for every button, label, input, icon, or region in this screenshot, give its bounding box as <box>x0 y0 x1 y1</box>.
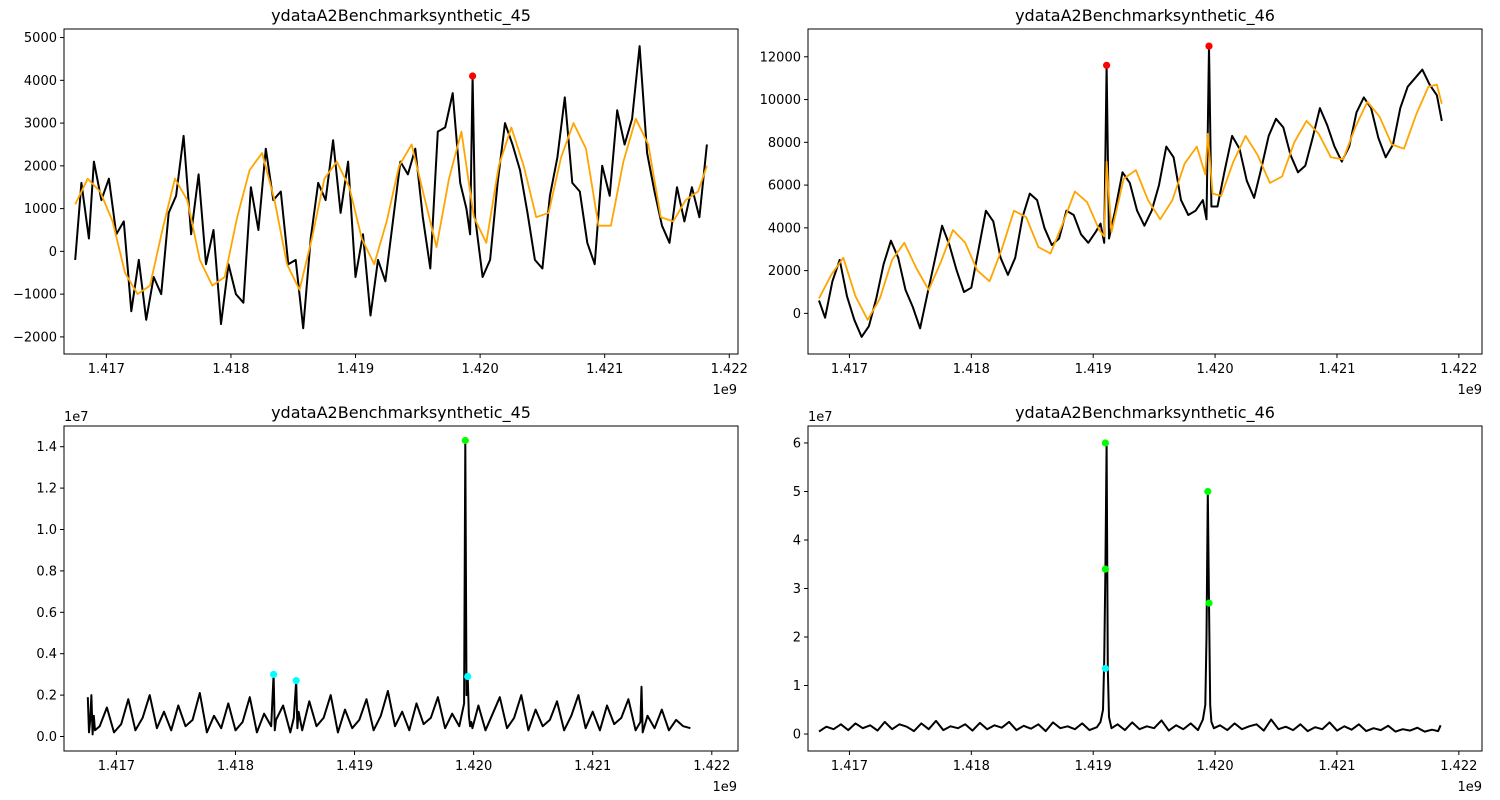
x-tick-label: 1.417 <box>98 759 135 774</box>
x-tick-label: 1.421 <box>1318 759 1355 774</box>
y-tick-label: 4 <box>793 533 801 548</box>
axes-frame <box>63 425 739 752</box>
y-tick-label: 10000 <box>760 93 801 108</box>
anomaly-point <box>1101 664 1109 673</box>
y-tick-label: 6 <box>793 436 801 451</box>
anomaly-point <box>1101 439 1109 447</box>
x-tick-label: 1.419 <box>336 759 373 774</box>
x-tick-label: 1.417 <box>831 362 868 377</box>
x-offset-label: 1e9 <box>712 780 737 795</box>
y-tick-label: 2000 <box>24 159 57 174</box>
axes-frame <box>63 28 739 355</box>
y-tick-label: 4000 <box>768 221 801 236</box>
axes-frame <box>807 28 1483 355</box>
y-tick-label: −1000 <box>13 288 57 303</box>
y-tick-label: 0 <box>793 307 801 322</box>
y-tick-label: 12000 <box>760 50 801 65</box>
plot-area: 1.417 1.418 1.419 1.420 1.421 1.422 −2000 −1000… <box>13 28 748 377</box>
series-line-raw <box>86 439 691 736</box>
chart-title: ydataA2Benchmarksynthetic_45 <box>271 403 531 423</box>
x-tick-label: 1.422 <box>1440 759 1477 774</box>
anomaly-point <box>1205 599 1213 607</box>
y-tick-label: 1.0 <box>36 523 57 538</box>
y-tick-label: 2000 <box>768 264 801 279</box>
x-tick-label: 1.417 <box>88 362 125 377</box>
subplot-top-left: ydataA2Benchmarksynthetic_45 1.417 1.418 1… <box>13 6 748 398</box>
x-tick-label: 1.422 <box>711 362 748 377</box>
y-tick-label: 1.2 <box>36 482 57 497</box>
x-tick-label: 1.420 <box>1196 362 1233 377</box>
series-group <box>86 439 691 736</box>
y-tick-label: 2 <box>793 631 801 646</box>
y-tick-label: 8000 <box>768 136 801 151</box>
y-tick-label: −2000 <box>13 330 57 345</box>
y-tick-label: 0 <box>793 728 801 743</box>
series-line-raw <box>818 45 1443 338</box>
chart-title: ydataA2Benchmarksynthetic_46 <box>1015 403 1275 423</box>
x-offset-label: 1e9 <box>712 383 737 398</box>
y-tick-label: 5000 <box>24 31 57 46</box>
y-tick-label: 1000 <box>24 202 57 217</box>
subplot-bottom-left: ydataA2Benchmarksynthetic_45 1.417 1.418 1… <box>36 403 739 795</box>
anomaly-point <box>1204 487 1212 496</box>
y-tick-label: 0.2 <box>36 689 57 704</box>
y-tick-label: 3000 <box>24 117 57 132</box>
x-tick-label: 1.419 <box>337 362 374 377</box>
x-tick-label: 1.419 <box>1075 759 1112 774</box>
series-group <box>818 45 1443 338</box>
anomaly-point <box>1205 42 1213 50</box>
x-tick-label: 1.420 <box>455 759 492 774</box>
x-tick-label: 1.420 <box>1196 759 1233 774</box>
y-tick-label: 0 <box>49 245 57 260</box>
x-tick-label: 1.422 <box>1440 362 1477 377</box>
anomaly-point <box>1101 565 1109 573</box>
subplot-bottom-right: ydataA2Benchmarksynthetic_46 1.417 1.418 1… <box>793 403 1483 795</box>
x-tick-label: 1.422 <box>693 759 730 774</box>
y-tick-label: 0.6 <box>36 606 57 621</box>
plot-area: 1.417 1.418 1.419 1.420 1.421 1.422 0 1 2 3 4 5 6 <box>793 425 1483 774</box>
series-line-raw <box>74 45 708 330</box>
series-group <box>74 45 708 330</box>
anomaly-point <box>270 670 278 679</box>
x-tick-label: 1.421 <box>1318 362 1355 377</box>
anomaly-point <box>292 677 300 685</box>
y-tick-label: 1.4 <box>36 440 57 455</box>
x-tick-label: 1.418 <box>953 759 990 774</box>
x-tick-label: 1.419 <box>1075 362 1112 377</box>
y-tick-label: 4000 <box>24 74 57 89</box>
series-line-raw <box>818 442 1442 733</box>
y-tick-label: 6000 <box>768 179 801 194</box>
x-tick-label: 1.418 <box>212 362 249 377</box>
x-offset-label: 1e9 <box>1457 780 1482 795</box>
y-tick-label: 3 <box>793 582 801 597</box>
x-tick-label: 1.420 <box>462 362 499 377</box>
subplot-top-right: ydataA2Benchmarksynthetic_46 1.417 1.418 1… <box>760 6 1483 398</box>
series-line-smoothed <box>818 83 1443 321</box>
y-tick-label: 5 <box>793 485 801 500</box>
x-tick-label: 1.421 <box>586 362 623 377</box>
y-tick-label: 0.8 <box>36 564 57 579</box>
x-tick-label: 1.418 <box>953 362 990 377</box>
y-offset-label: 1e7 <box>808 410 833 425</box>
anomaly-point <box>461 436 469 445</box>
x-tick-label: 1.417 <box>831 759 868 774</box>
series-group <box>818 442 1442 733</box>
chart-title: ydataA2Benchmarksynthetic_45 <box>271 6 531 26</box>
y-offset-label: 1e7 <box>64 410 89 425</box>
x-tick-label: 1.421 <box>574 759 611 774</box>
y-tick-label: 1 <box>793 679 801 694</box>
chart-title: ydataA2Benchmarksynthetic_46 <box>1015 6 1275 26</box>
plot-area: 1.417 1.418 1.419 1.420 1.421 1.422 0.0 0.2 0.4 0… <box>36 425 739 774</box>
anomaly-point <box>464 672 472 681</box>
plot-area: 1.417 1.418 1.419 1.420 1.421 1.422 0 2000 4000 6… <box>760 28 1483 377</box>
anomaly-point <box>469 72 477 80</box>
x-tick-label: 1.418 <box>217 759 254 774</box>
y-tick-label: 0.4 <box>36 647 57 662</box>
series-line-smoothed <box>74 117 708 296</box>
anomaly-point <box>1103 61 1111 69</box>
y-tick-label: 0.0 <box>36 730 57 745</box>
x-offset-label: 1e9 <box>1457 383 1482 398</box>
